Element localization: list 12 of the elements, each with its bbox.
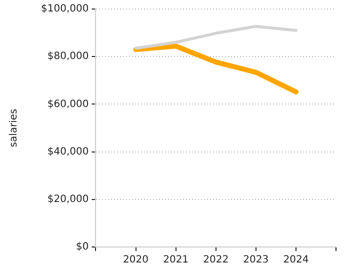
y-tick-label: $20,000 (47, 194, 89, 205)
y-tick-label: $100,000 (40, 4, 89, 15)
y-tick-label: $40,000 (47, 146, 89, 158)
x-tick-label: 2022 (203, 254, 229, 266)
x-tick-label: 2024 (283, 254, 309, 266)
y-tick-label: $0 (76, 242, 89, 253)
y-axis-title: salaries (8, 108, 20, 148)
x-tick-label: 2021 (163, 254, 189, 266)
y-tick-label: $80,000 (47, 51, 89, 62)
x-tick-label: 2023 (243, 254, 269, 266)
y-tick-label: $60,000 (47, 98, 89, 110)
x-tick-label: 2020 (123, 254, 148, 266)
